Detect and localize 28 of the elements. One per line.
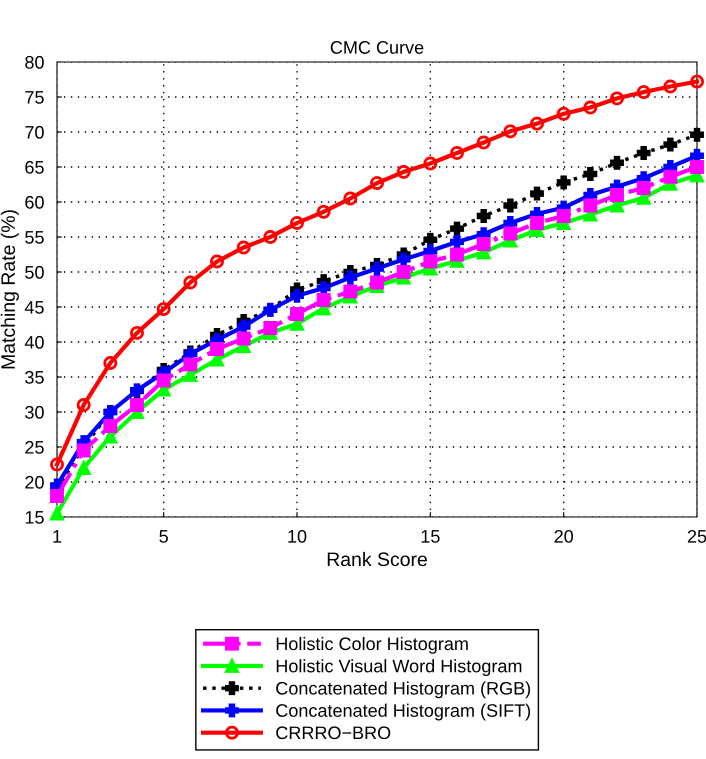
x-tick-label: 1: [53, 530, 62, 543]
legend-label: CRRRO−BRO: [276, 726, 390, 740]
legend-label: Holistic Color Histogram: [276, 636, 468, 654]
x-tick-label: 5: [159, 530, 168, 543]
y-tick-label: 50: [25, 266, 44, 279]
y-tick-label: 65: [25, 160, 44, 174]
chart-title: CMC Curve: [330, 41, 424, 54]
y-tick-label: 70: [25, 126, 44, 139]
y-tick-label: 20: [25, 476, 44, 489]
y-tick-label: 45: [24, 301, 44, 314]
x-tick-label: 20: [554, 530, 574, 543]
y-tick-label: 25: [25, 440, 44, 454]
x-tick-label: 10: [288, 530, 306, 543]
y-tick-label: 30: [25, 406, 44, 419]
x-tick-label: 25: [688, 530, 706, 543]
legend-label: Concatenated Histogram (SIFT): [276, 704, 530, 720]
y-axis-title: Matching Rate (%): [0, 210, 19, 368]
y-tick-label: 40: [24, 336, 44, 349]
legend-label: Concatenated Histogram (RGB): [276, 681, 530, 698]
y-tick-label: 75: [25, 91, 44, 104]
x-axis-title: Rank Score: [328, 552, 427, 566]
y-tick-label: 15: [26, 511, 44, 524]
y-tick-label: 60: [25, 196, 44, 209]
legend-label: Holistic Visual Word Histogram: [276, 659, 522, 676]
y-tick-label: 80: [25, 56, 44, 69]
y-tick-label: 35: [25, 370, 44, 384]
y-tick-label: 55: [25, 231, 44, 244]
x-tick-label: 15: [422, 530, 440, 543]
